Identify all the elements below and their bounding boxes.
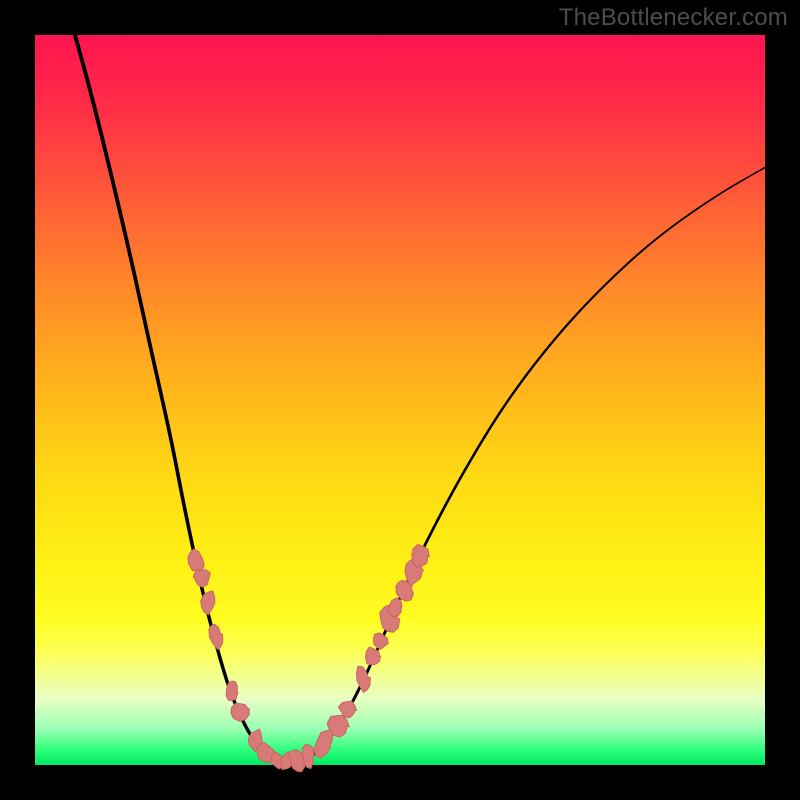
chart-gradient-panel: [35, 35, 765, 765]
watermark-text: TheBottlenecker.com: [559, 4, 788, 32]
chart-frame: TheBottlenecker.com: [0, 0, 800, 800]
bottleneck-chart-svg: [0, 0, 800, 800]
